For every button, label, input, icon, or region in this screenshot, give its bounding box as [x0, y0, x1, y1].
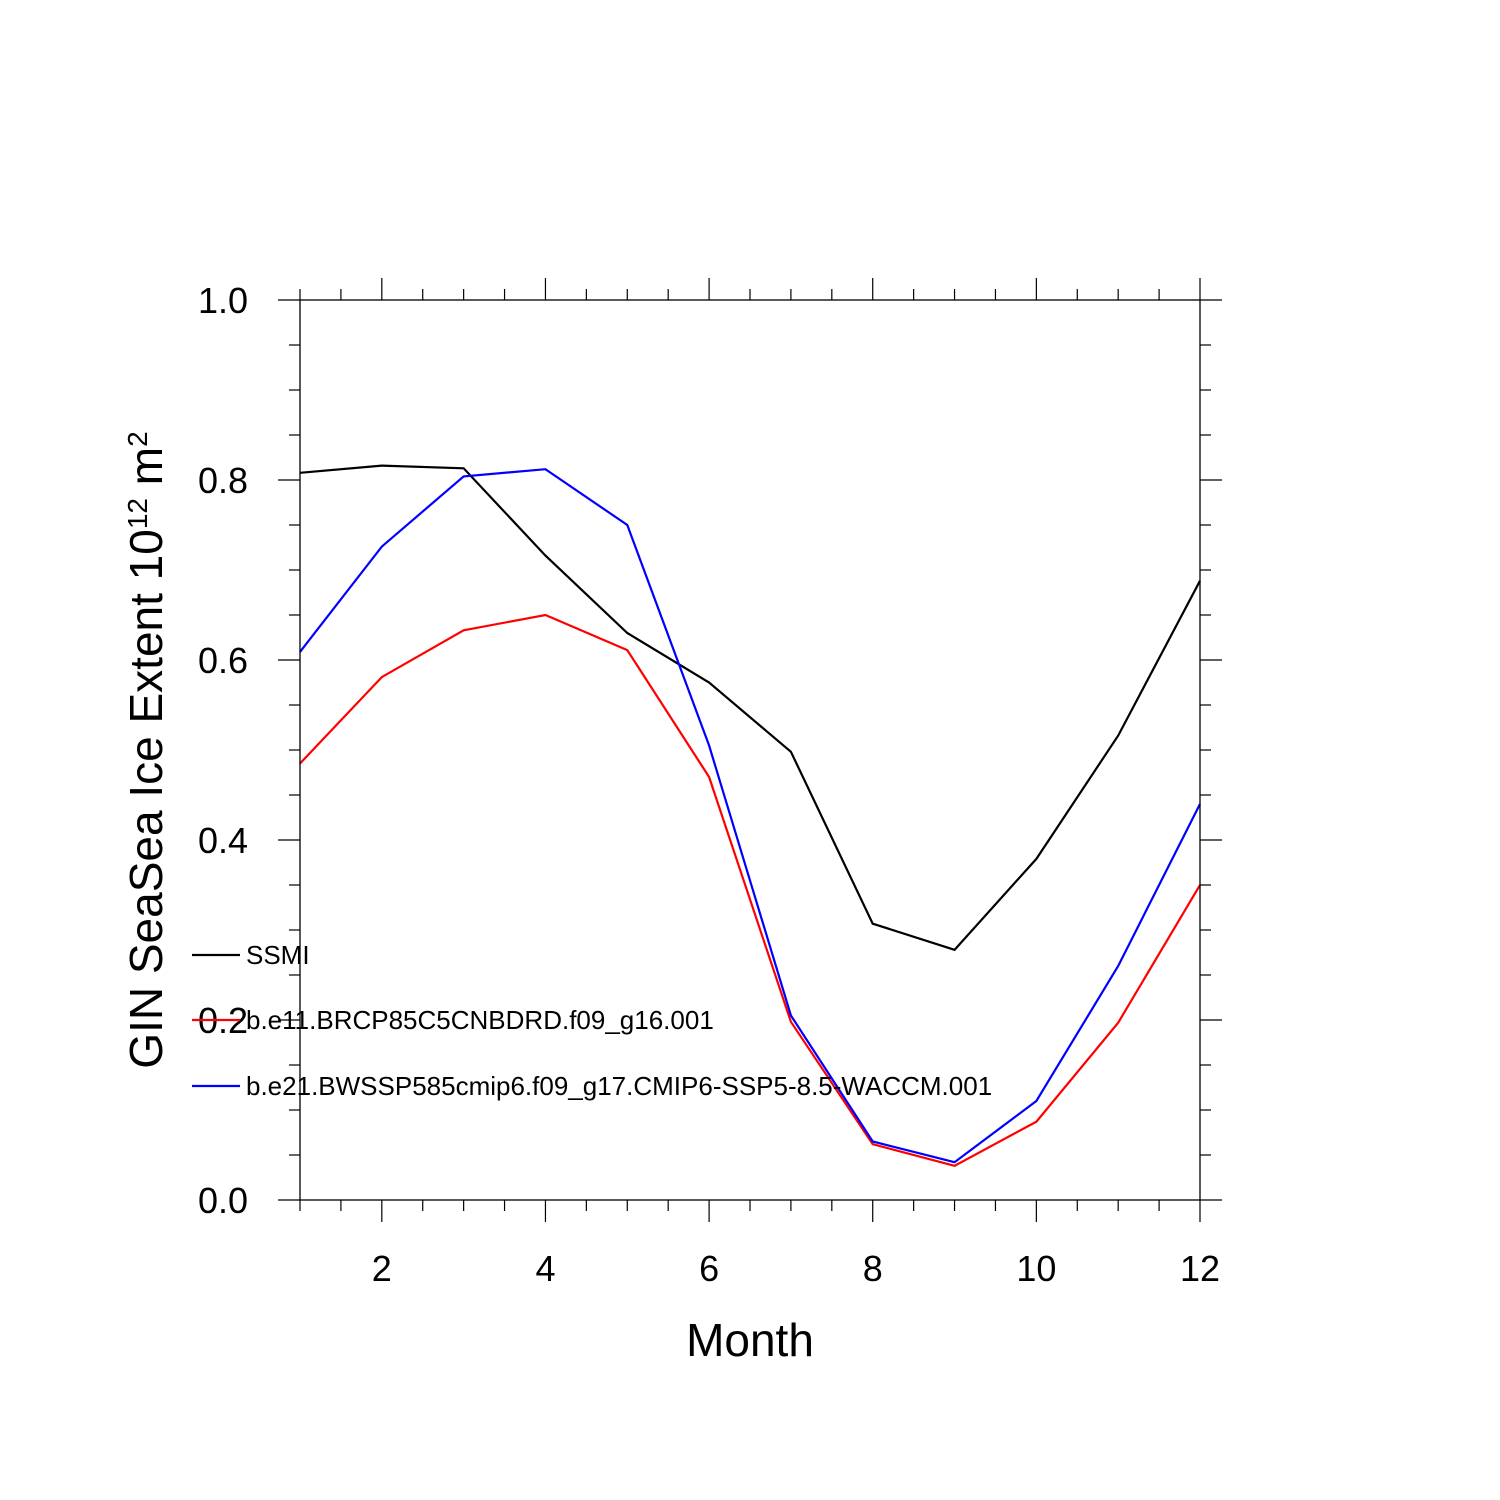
legend-label: SSMI [246, 940, 310, 970]
legend: SSMI b.e11.BRCP85C5CNBDRD.f09_g16.001 b.e2… [192, 940, 992, 1101]
plot-frame [299, 299, 1201, 1201]
x-tick-label: 2 [372, 1248, 392, 1289]
x-tick-label: 12 [1180, 1248, 1220, 1289]
y-axis-title-unit-exponent: 2 [122, 431, 153, 447]
y-axis-title-exponent: 12 [122, 498, 153, 529]
series-line-1 [299, 464, 1201, 952]
y-axis-title-main: GIN SeaSea Ice Extent 10 [120, 529, 172, 1069]
y-tick-labels: 0.00.20.40.60.81.0 [198, 280, 248, 1221]
y-tick-label: 0.4 [198, 820, 248, 861]
y-axis-title: GIN SeaSea Ice Extent 1012 m2 [120, 431, 172, 1068]
x-axis-title: Month [686, 1314, 814, 1366]
x-tick-label: 8 [863, 1248, 883, 1289]
x-tick-labels: 2 4 6 8 10 12 [372, 1248, 1220, 1289]
y-tick-label: 0.8 [198, 460, 248, 501]
series-line-3 [299, 468, 1201, 1164]
y-axis-title-unit: m [120, 447, 172, 498]
x-tick-label: 6 [699, 1248, 719, 1289]
x-tick-label: 4 [535, 1248, 555, 1289]
y-tick-label: 0.6 [198, 640, 248, 681]
series-line-2 [299, 613, 1201, 1167]
series-lines [299, 464, 1201, 1167]
y-tick-label: 0.0 [198, 1180, 248, 1221]
y-tick-label: 1.0 [198, 280, 248, 321]
legend-label: b.e11.BRCP85C5CNBDRD.f09_g16.001 [246, 1005, 714, 1035]
legend-label: b.e21.BWSSP585cmip6.f09_g17.CMIP6-SSP5-8… [246, 1071, 992, 1101]
x-tick-label: 10 [1016, 1248, 1056, 1289]
axis-ticks [278, 278, 1222, 1222]
